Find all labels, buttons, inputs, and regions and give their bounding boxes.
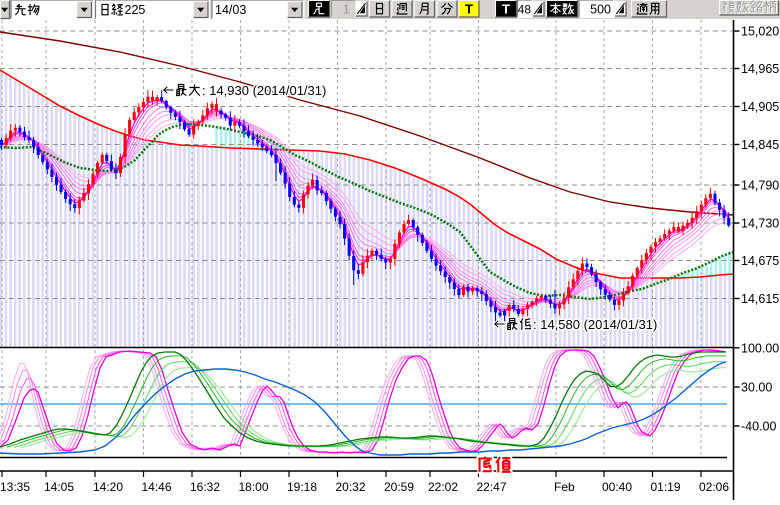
svg-text:-40.00: -40.00: [741, 420, 776, 434]
svg-text:02:06: 02:06: [699, 480, 729, 494]
svg-text:14,905: 14,905: [741, 100, 779, 114]
svg-text:Feb: Feb: [554, 480, 575, 494]
svg-text:14,790: 14,790: [741, 179, 779, 193]
svg-text:30.00: 30.00: [741, 381, 772, 395]
svg-text:500: 500: [590, 3, 611, 17]
svg-text:: 14,930 (2014/01/31): : 14,930 (2014/01/31): [202, 83, 326, 98]
svg-text:16:32: 16:32: [190, 480, 220, 494]
svg-text:100.00: 100.00: [741, 341, 779, 355]
svg-text:T: T: [502, 2, 510, 17]
svg-text:15,020: 15,020: [741, 25, 779, 39]
svg-text:T: T: [465, 2, 473, 17]
svg-text:22:47: 22:47: [477, 480, 507, 494]
svg-text:19:18: 19:18: [287, 480, 317, 494]
svg-text:14,730: 14,730: [741, 217, 779, 231]
svg-text:14/03: 14/03: [215, 3, 246, 17]
svg-text:14:05: 14:05: [44, 480, 74, 494]
svg-text:48: 48: [518, 3, 532, 17]
svg-text:13:35: 13:35: [0, 480, 30, 494]
svg-text:14,615: 14,615: [741, 292, 779, 306]
svg-text:22:02: 22:02: [428, 480, 458, 494]
svg-text:14,845: 14,845: [741, 138, 779, 152]
svg-text:20:32: 20:32: [336, 480, 366, 494]
svg-text:: 14,580 (2014/01/31): : 14,580 (2014/01/31): [533, 317, 657, 332]
svg-text:14,675: 14,675: [741, 254, 779, 268]
svg-text:14:20: 14:20: [93, 480, 123, 494]
svg-text:00:40: 00:40: [602, 480, 632, 494]
svg-text:01:19: 01:19: [651, 480, 681, 494]
svg-text:20:59: 20:59: [384, 480, 414, 494]
svg-text:225: 225: [125, 3, 146, 17]
svg-text:14:46: 14:46: [142, 480, 172, 494]
svg-text:14,965: 14,965: [741, 62, 779, 76]
svg-text:1: 1: [343, 3, 350, 17]
svg-text:18:00: 18:00: [239, 480, 269, 494]
